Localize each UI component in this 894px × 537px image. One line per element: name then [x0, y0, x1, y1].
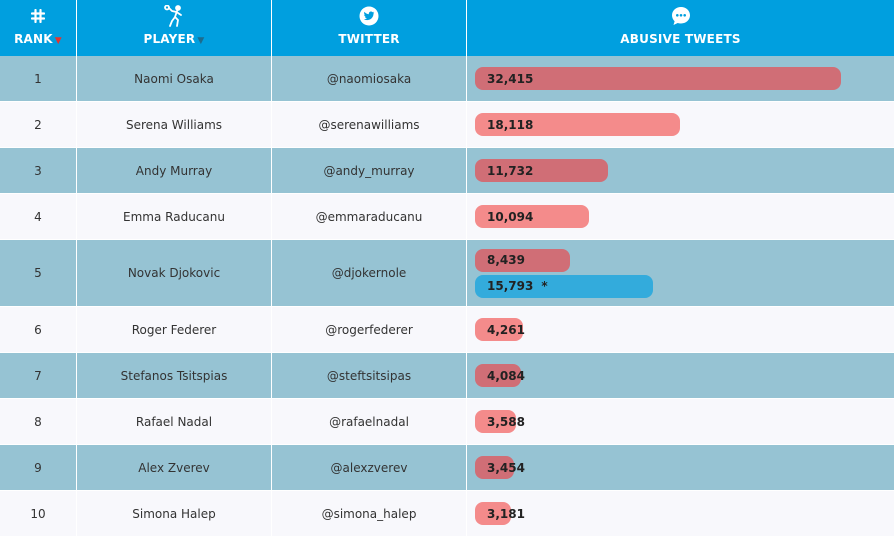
player-name-cell: Andy Murray — [77, 148, 272, 193]
rank-cell: 10 — [0, 491, 77, 536]
player-name-cell: Simona Halep — [77, 491, 272, 536]
sort-arrow-icon: ▼ — [54, 36, 62, 46]
tweets-bar-cell: 10,094 — [467, 194, 894, 239]
tweets-bar: 4,084 — [475, 364, 525, 387]
tweets-bar: 3,181 — [475, 502, 525, 525]
tweets-header-label: ABUSIVE TWEETS — [620, 32, 741, 46]
player-name-cell: Alex Zverev — [77, 445, 272, 490]
bar-value-label: 3,454 — [487, 460, 525, 475]
bar-value-label: 18,118 — [487, 117, 534, 132]
bar-value-label: 8,439 — [487, 253, 525, 267]
player-name-cell: Emma Raducanu — [77, 194, 272, 239]
bar-value-label: 3,588 — [487, 414, 525, 429]
table-row: 4 Emma Raducanu @emmaraducanu 10,094 — [0, 194, 894, 240]
twitter-bird-icon — [272, 6, 466, 26]
table-header: RANK ▼ PLAYER ▼ — [0, 0, 894, 56]
tweets-column-header: ABUSIVE TWEETS — [467, 0, 894, 56]
table-row: 2 Serena Williams @serenawilliams 18,118 — [0, 102, 894, 148]
player-column-header[interactable]: PLAYER ▼ — [77, 0, 272, 56]
table-row: 9 Alex Zverev @alexzverev 3,454 — [0, 445, 894, 491]
rank-header-label: RANK — [14, 32, 53, 46]
speech-bubble-icon — [467, 6, 894, 26]
player-header-label: PLAYER — [143, 32, 196, 46]
twitter-handle-cell: @rogerfederer — [272, 307, 467, 352]
twitter-header-label: TWITTER — [338, 32, 400, 46]
player-name-cell: Serena Williams — [77, 102, 272, 147]
twitter-handle-cell: @steftsitsipas — [272, 353, 467, 398]
player-name-cell: Rafael Nadal — [77, 399, 272, 444]
rank-cell: 1 — [0, 56, 77, 101]
rank-cell: 2 — [0, 102, 77, 147]
tweets-bar-cell: 32,415 — [467, 56, 894, 101]
twitter-handle-cell: @rafaelnadal — [272, 399, 467, 444]
tweets-bar: 3,454 — [475, 456, 525, 479]
table-row: 3 Andy Murray @andy_murray 11,732 — [0, 148, 894, 194]
tweets-bar: 3,588 — [475, 410, 525, 433]
bar-note-label: * — [541, 279, 548, 293]
table-body: 1 Naomi Osaka @naomiosaka 32,415 2 Serena Wil… — [0, 56, 894, 537]
player-name-cell: Novak Djokovic — [77, 240, 272, 306]
twitter-handle-cell: @alexzverev — [272, 445, 467, 490]
tweets-bar: 11,732 — [475, 159, 608, 182]
tweets-bar-cell: 18,118 — [467, 102, 894, 147]
table-row: 7 Stefanos Tsitspias @steftsitsipas 4,084 — [0, 353, 894, 399]
twitter-handle-cell: @andy_murray — [272, 148, 467, 193]
tweets-bar-cell: 3,588 — [467, 399, 894, 444]
sort-arrow-icon: ▼ — [197, 36, 205, 46]
tennis-player-icon — [77, 5, 271, 27]
tweets-bar-cell: 4,084 — [467, 353, 894, 398]
tweets-bar-cell: 11,732 — [467, 148, 894, 193]
bar-value-label: 3,181 — [487, 506, 525, 521]
tweets-bar-cell: 8,439 15,793 * — [467, 240, 894, 306]
tweets-bar: 32,415 — [475, 67, 842, 90]
tweets-bar-secondary: 15,793 * — [475, 274, 654, 298]
twitter-handle-cell: @serenawilliams — [272, 102, 467, 147]
rank-cell: 5 — [0, 240, 77, 306]
table-row: 6 Roger Federer @rogerfederer 4,261 — [0, 307, 894, 353]
rank-cell: 9 — [0, 445, 77, 490]
twitter-handle-cell: @emmaraducanu — [272, 194, 467, 239]
player-name-cell: Naomi Osaka — [77, 56, 272, 101]
tweets-bar-cell: 3,181 — [467, 491, 894, 536]
table-row: 5 Novak Djokovic @djokernole 8,439 15,793 * — [0, 240, 894, 307]
player-name-cell: Stefanos Tsitspias — [77, 353, 272, 398]
rank-cell: 7 — [0, 353, 77, 398]
twitter-handle-cell: @naomiosaka — [272, 56, 467, 101]
tweets-bar: 18,118 — [475, 113, 680, 136]
twitter-handle-cell: @djokernole — [272, 240, 467, 306]
table-row: 1 Naomi Osaka @naomiosaka 32,415 — [0, 56, 894, 102]
tweets-bar: 10,094 — [475, 205, 590, 228]
table-row: 10 Simona Halep @simona_halep 3,181 — [0, 491, 894, 537]
tweets-bar-cell: 3,454 — [467, 445, 894, 490]
hash-icon — [0, 6, 76, 26]
bar-value-label: 4,261 — [487, 322, 525, 337]
tweets-bar: 8,439 — [475, 248, 571, 272]
bar-value-label: 11,732 — [487, 163, 534, 178]
bar-value-label: 32,415 — [487, 71, 534, 86]
twitter-handle-cell: @simona_halep — [272, 491, 467, 536]
tweets-bar: 4,261 — [475, 318, 525, 341]
rank-cell: 3 — [0, 148, 77, 193]
rank-cell: 4 — [0, 194, 77, 239]
twitter-column-header: TWITTER — [272, 0, 467, 56]
table-row: 8 Rafael Nadal @rafaelnadal 3,588 — [0, 399, 894, 445]
bar-value-label: 10,094 — [487, 209, 534, 224]
rank-column-header[interactable]: RANK ▼ — [0, 0, 77, 56]
bar-value-label: 4,084 — [487, 368, 525, 383]
bar-value-label: 15,793 — [487, 279, 534, 293]
player-name-cell: Roger Federer — [77, 307, 272, 352]
tweets-bar-cell: 4,261 — [467, 307, 894, 352]
rank-cell: 6 — [0, 307, 77, 352]
rank-cell: 8 — [0, 399, 77, 444]
